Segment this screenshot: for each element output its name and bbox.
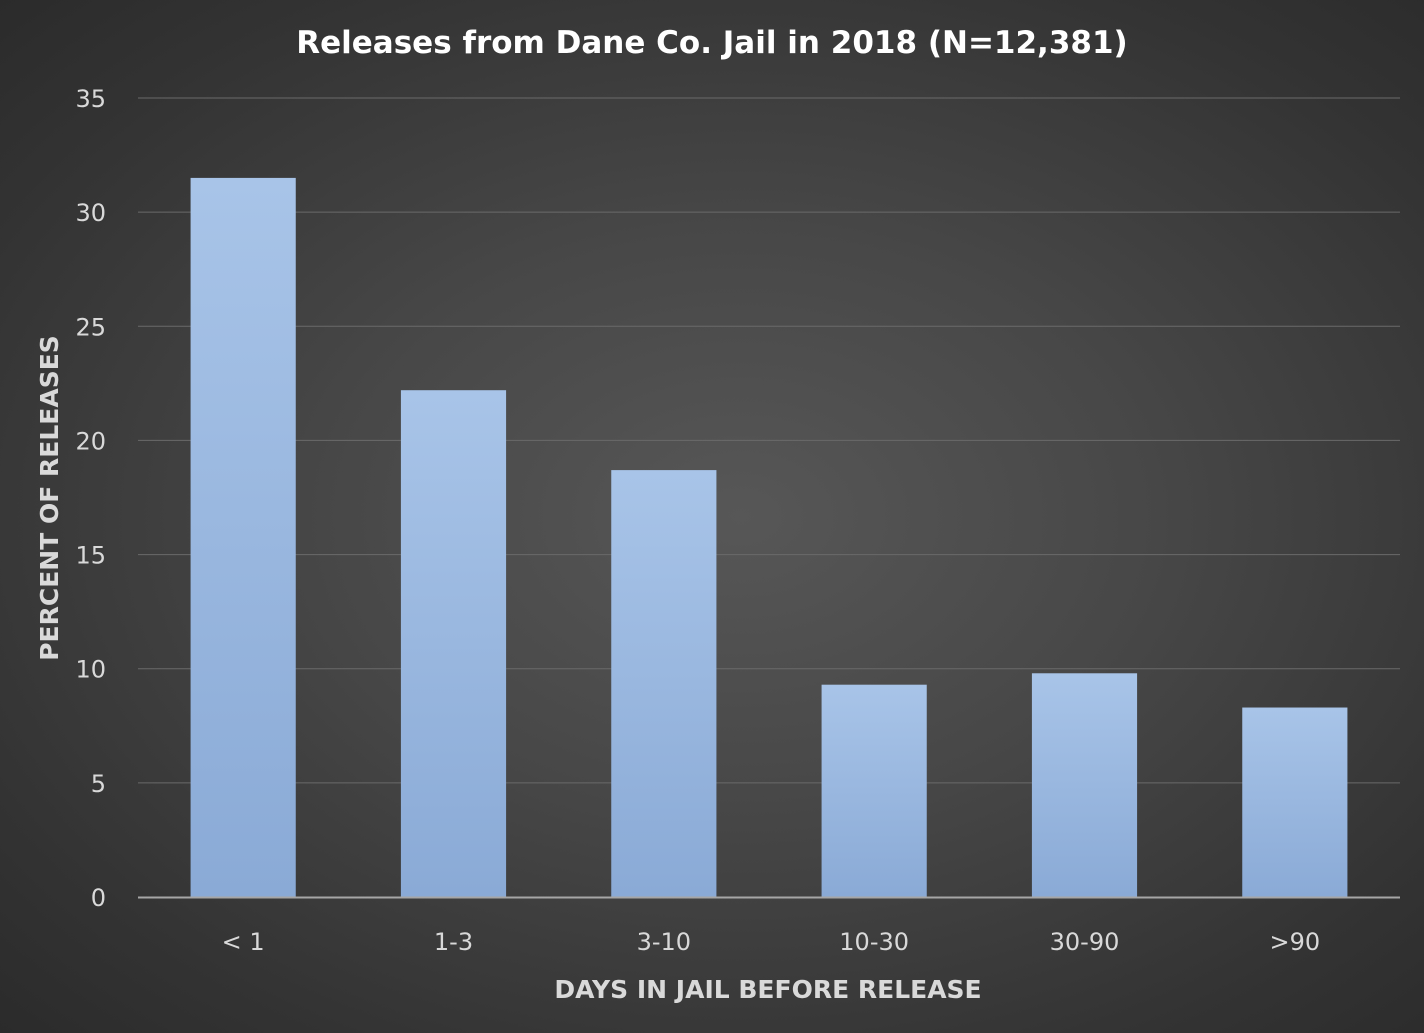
y-tick-label: 30 bbox=[75, 199, 106, 227]
x-tick-label: 10-30 bbox=[839, 928, 909, 956]
x-tick-label: >90 bbox=[1270, 928, 1321, 956]
y-tick-label: 10 bbox=[75, 656, 106, 684]
bar bbox=[611, 470, 717, 897]
y-axis-ticks: 0 5 10 15 20 25 30 35 bbox=[75, 85, 106, 912]
bar bbox=[400, 390, 507, 897]
y-tick-label: 35 bbox=[75, 85, 106, 113]
y-tick-label: 25 bbox=[75, 313, 106, 341]
gridlines bbox=[138, 97, 1400, 784]
y-tick-label: 0 bbox=[91, 884, 106, 912]
bar bbox=[1242, 707, 1348, 897]
chart-title: Releases from Dane Co. Jail in 2018 (N=1… bbox=[296, 25, 1127, 61]
x-tick-label: < 1 bbox=[222, 928, 265, 956]
bar bbox=[821, 684, 927, 897]
y-axis-label: PERCENT OF RELEASES bbox=[35, 335, 64, 661]
x-axis-ticks: < 1 1-3 3-10 10-30 30-90 >90 bbox=[222, 928, 1321, 956]
x-tick-label: 3-10 bbox=[637, 928, 691, 956]
x-tick-label: 1-3 bbox=[434, 928, 473, 956]
y-tick-label: 20 bbox=[75, 427, 106, 455]
bar bbox=[190, 177, 296, 897]
bars bbox=[190, 177, 1348, 897]
bar bbox=[1031, 673, 1138, 897]
y-tick-label: 5 bbox=[91, 770, 106, 798]
y-tick-label: 15 bbox=[75, 542, 106, 570]
x-tick-label: 30-90 bbox=[1050, 928, 1120, 956]
x-axis-label: DAYS IN JAIL BEFORE RELEASE bbox=[554, 975, 981, 1004]
